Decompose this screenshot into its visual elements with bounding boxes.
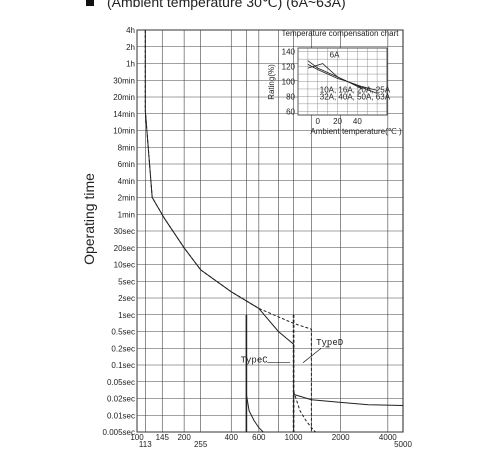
y-axis-label: Operating time [81,173,97,265]
annotations: TypeC TypeD [241,338,344,366]
inset-series-label: 10A, 16A, 20A, 25A [320,86,391,95]
y-tick-label: 30sec [114,227,135,236]
y-axis: 0.005sec 0.01sec 0.02sec 0.05sec 0.1sec 0.2se… [103,26,135,437]
inset-y-tick: 100 [282,78,296,87]
y-tick-label: 10sec [114,261,135,270]
y-tick-label: 0.005sec [103,428,135,437]
y-tick-label: 5sec [118,277,135,286]
inset-chart: 60 80 100 120 140 0 20 40 Temperature compensati… [267,29,402,136]
y-tick-label: 30min [113,76,135,85]
y-tick-label: 0.5sec [111,328,135,337]
inset-series-line [307,60,378,91]
y-tick-label: 1sec [118,311,135,320]
x-tick-label: 2000 [332,433,350,442]
y-tick-label: 20min [113,93,135,102]
series-line-typed [144,30,312,432]
y-tick-label: 4h [126,26,135,35]
x-tick-label: 113 [139,440,152,449]
x-tick-label: 255 [194,440,208,449]
y-tick-label: 0.01sec [107,411,135,420]
inset-y-label: Rating(%) [267,64,276,100]
inset-x-tick: 20 [333,117,342,126]
inset-title: Temperature compensation chart [282,29,400,38]
y-tick-label: 0.02sec [107,395,135,404]
chart-heading: (Ambient temperature 30℃) (6A~63A) [107,0,346,10]
inset-x-label: Ambient temperature(℃ ) [310,127,402,136]
y-tick-label: 1h [126,60,135,69]
series-line-typec [293,393,404,406]
inset-x-tick: 40 [353,117,362,126]
y-tick-label: 10min [113,127,135,136]
y-tick-label: 2sec [118,294,135,303]
x-tick-label: 200 [177,433,191,442]
y-tick-label: 8min [118,143,135,152]
series-group [144,30,404,433]
inset-y-tick: 80 [286,92,295,101]
inset-series-label: 32A, 40A, 50A, 63A [320,92,391,101]
series-line-typed [293,390,316,433]
inset-y-tick: 140 [282,48,296,57]
y-tick-label: 20sec [114,244,135,253]
x-tick-label: 4000 [379,433,397,442]
y-tick-label: 14min [113,110,135,119]
annotation-label: TypeD [316,338,343,348]
y-tick-label: 4min [118,177,135,186]
y-tick-label: 0.05sec [107,378,135,387]
inset-x-tick: 0 [316,117,321,126]
inset-y-tick: 120 [282,63,296,72]
x-tick-label: 100 [130,433,144,442]
y-tick-label: 2h [126,43,135,52]
y-tick-label: 6min [118,160,135,169]
y-tick-label: 0.2sec [111,344,135,353]
y-tick-label: 2min [118,194,135,203]
inset-series-line [307,64,378,94]
x-tick-label: 5000 [394,440,412,449]
inset-y-tick: 60 [286,107,295,116]
x-tick-label: 400 [225,433,239,442]
annotation-leader [302,347,322,363]
heading-icon [86,0,94,6]
x-tick-label: 145 [156,433,170,442]
annotation-label: TypeC [241,356,269,366]
y-tick-label: 1min [118,210,135,219]
inset-series-label: 6A [330,51,340,60]
x-tick-label: 1000 [285,433,303,442]
series-line-typec [245,394,264,433]
x-tick-label: 600 [252,433,266,442]
y-tick-label: 0.1sec [111,361,135,370]
